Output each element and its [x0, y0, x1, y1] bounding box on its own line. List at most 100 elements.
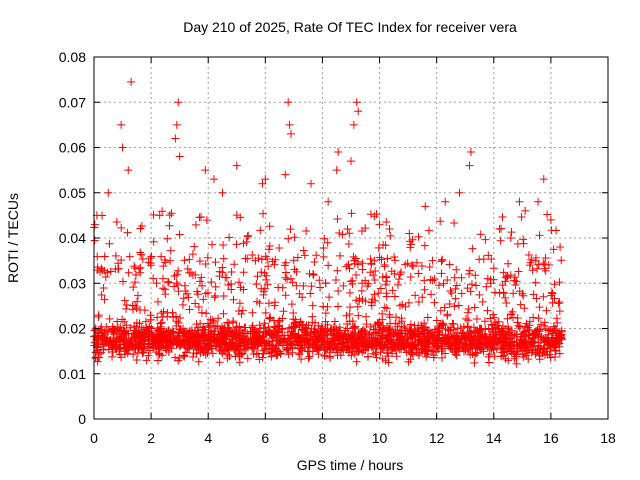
- data-point: [308, 318, 317, 327]
- data-point: [193, 328, 202, 337]
- data-point: [483, 341, 492, 350]
- data-point: [99, 342, 108, 351]
- data-point: [512, 352, 521, 361]
- data-point: [529, 290, 538, 299]
- data-point: [232, 240, 241, 249]
- data-point: [241, 323, 250, 332]
- data-point: [258, 353, 267, 362]
- data-point: [499, 268, 508, 277]
- data-point: [279, 307, 288, 316]
- data-point: [331, 334, 340, 343]
- data-point: [390, 269, 399, 278]
- data-point: [261, 341, 270, 350]
- x-tick-label: 2: [147, 430, 155, 446]
- data-point: [457, 273, 466, 282]
- data-point: [371, 350, 380, 359]
- data-point: [129, 350, 138, 359]
- data-point: [509, 342, 518, 351]
- data-point: [118, 335, 127, 344]
- data-point: [391, 328, 400, 337]
- data-point: [372, 210, 381, 219]
- data-point: [525, 335, 534, 344]
- data-point: [440, 303, 449, 312]
- data-point: [529, 313, 538, 322]
- data-point: [308, 347, 317, 356]
- data-point: [201, 289, 210, 298]
- data-point: [465, 161, 474, 170]
- data-point: [221, 273, 230, 282]
- data-point: [317, 337, 326, 346]
- data-point: [124, 166, 133, 175]
- data-point: [278, 331, 287, 340]
- data-point: [244, 340, 253, 349]
- data-point: [438, 353, 447, 362]
- data-point: [290, 265, 299, 274]
- data-point: [515, 287, 524, 296]
- data-point: [225, 352, 234, 361]
- data-point: [176, 341, 185, 350]
- data-point: [275, 244, 284, 253]
- data-point: [475, 290, 484, 299]
- data-point: [118, 315, 127, 324]
- data-point: [382, 277, 391, 286]
- data-point: [108, 324, 117, 333]
- data-point: [157, 309, 166, 318]
- data-point: [395, 319, 404, 328]
- data-point: [343, 224, 352, 233]
- data-point: [495, 289, 504, 298]
- data-point: [237, 350, 246, 359]
- data-point: [470, 358, 479, 367]
- data-point: [164, 326, 173, 335]
- data-point: [219, 291, 228, 300]
- data-point: [401, 260, 410, 269]
- data-point: [215, 358, 224, 367]
- data-point: [152, 279, 161, 288]
- data-point: [287, 129, 296, 138]
- data-point: [462, 332, 471, 341]
- data-point: [157, 333, 166, 342]
- data-point: [166, 246, 175, 255]
- data-point: [529, 338, 538, 347]
- data-point: [300, 251, 309, 260]
- data-point: [512, 338, 521, 347]
- data-point: [219, 328, 228, 337]
- data-point: [172, 321, 181, 330]
- data-point: [121, 304, 130, 313]
- x-tick-label: 10: [372, 430, 388, 446]
- data-point: [204, 319, 213, 328]
- data-point: [448, 319, 457, 328]
- data-point: [496, 343, 505, 352]
- data-point: [382, 304, 391, 313]
- data-point: [362, 320, 371, 329]
- data-point: [542, 337, 551, 346]
- data-point: [93, 357, 102, 366]
- data-point: [253, 272, 262, 281]
- data-point: [292, 320, 301, 329]
- data-point: [183, 264, 192, 273]
- data-point: [535, 347, 544, 356]
- data-point: [130, 331, 139, 340]
- data-point: [185, 255, 194, 264]
- data-point: [555, 307, 564, 316]
- data-point: [453, 335, 462, 344]
- data-point: [350, 333, 359, 342]
- data-point: [503, 314, 512, 323]
- data-point: [186, 268, 195, 277]
- data-point: [414, 332, 423, 341]
- data-point: [262, 271, 271, 280]
- data-point: [155, 349, 164, 358]
- data-point: [210, 293, 219, 302]
- data-point: [244, 231, 253, 240]
- data-point: [180, 256, 189, 265]
- data-point: [153, 297, 162, 306]
- data-point: [370, 275, 379, 284]
- data-point: [515, 197, 524, 206]
- data-point: [473, 326, 482, 335]
- data-point: [234, 278, 243, 287]
- data-point: [147, 252, 156, 261]
- data-point: [194, 302, 203, 311]
- data-point: [389, 329, 398, 338]
- data-point: [420, 241, 429, 250]
- data-point: [144, 330, 153, 339]
- data-point: [236, 213, 245, 222]
